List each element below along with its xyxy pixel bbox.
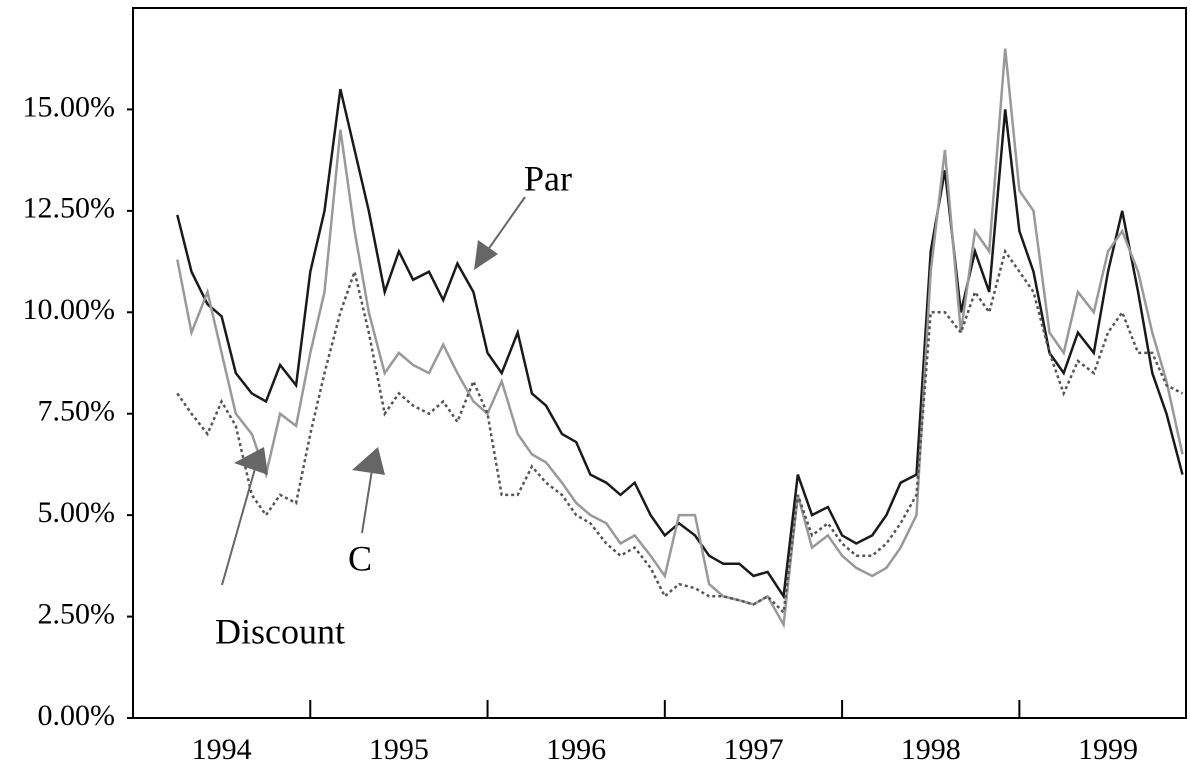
x-tick-label: 1995: [369, 733, 429, 766]
arrow: [361, 469, 373, 534]
y-tick-label: 15.00%: [23, 90, 116, 123]
arrowhead: [352, 447, 385, 475]
y-tick-label: 7.50%: [38, 395, 116, 428]
x-tick-label: 1999: [1078, 733, 1138, 766]
y-tick-label: 2.50%: [38, 597, 116, 630]
x-tick-label: 1997: [723, 733, 783, 766]
y-tick-label: 12.50%: [23, 192, 116, 225]
x-tick-label: 1996: [546, 733, 606, 766]
arrowhead: [474, 240, 498, 270]
x-tick-label: 1998: [901, 733, 961, 766]
series-line: [176, 248, 1184, 616]
marks: [176, 48, 1184, 629]
y-tick-label: 10.00%: [23, 293, 116, 326]
y-tick-label: 0.00%: [38, 699, 116, 732]
series-line: [176, 88, 1184, 600]
arrow: [221, 464, 257, 586]
series-line: [176, 48, 1184, 629]
y-tick-label: 5.00%: [38, 496, 116, 529]
plot-frame: [132, 7, 1187, 719]
annotation: Par: [524, 158, 572, 198]
x-tick-label: 1994: [192, 733, 252, 766]
annotation: Discount: [215, 611, 345, 651]
arrowhead: [234, 447, 268, 475]
annotation: C: [348, 538, 372, 578]
